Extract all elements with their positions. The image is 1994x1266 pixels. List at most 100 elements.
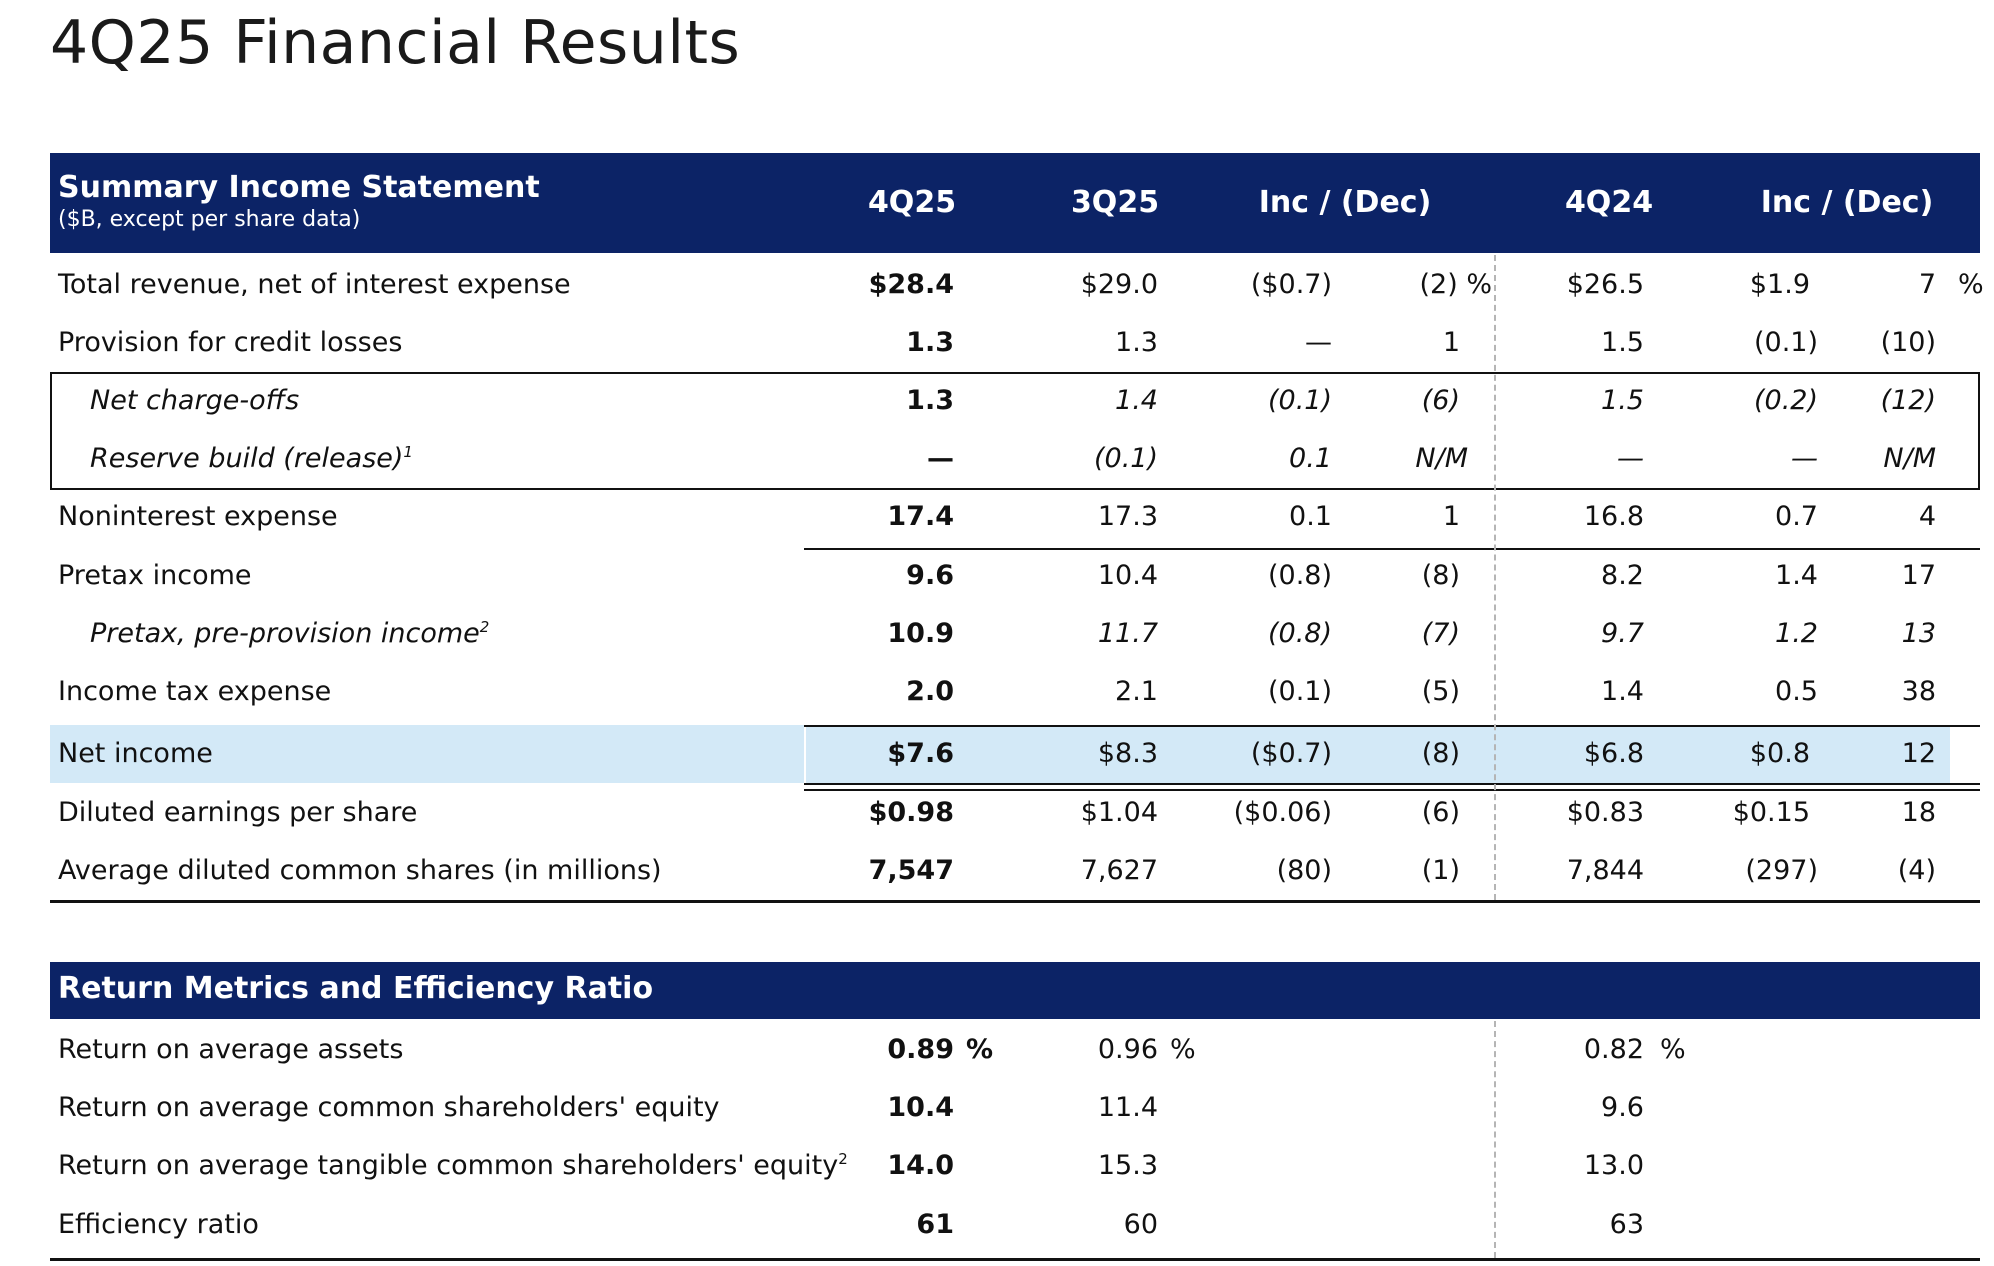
cell-inc-dec-3q25: ($0.7) (1250, 738, 1332, 769)
income-statement-header: Summary Income Statement ($B, except per… (50, 153, 1980, 253)
rule-line (804, 548, 1980, 550)
table-row: Pretax, pre-provision income2 10.9 11.7 … (50, 605, 1980, 663)
column-header-4q24: 4Q24 (1564, 185, 1654, 220)
cell-inc-dec-4q24: (297) (1745, 855, 1818, 886)
cell-inc-dec-3q25: 0.1 (1289, 501, 1332, 532)
cell-inc-dec-3q25: — (1305, 327, 1332, 358)
row-label: Average diluted common shares (in millio… (58, 855, 662, 886)
cell-4q24: 1.5 (1601, 327, 1644, 358)
cell-3q25: 7,627 (1080, 855, 1158, 886)
cell-4q25: 1.3 (906, 327, 954, 358)
column-header-4q25: 4Q25 (867, 185, 957, 220)
cell-pct-4q24: 17 (1901, 560, 1936, 591)
row-label: Return on average tangible common shareh… (58, 1150, 848, 1181)
cell-pct-4q24: (4) (1897, 855, 1936, 886)
table-row: Income tax expense 2.0 2.1 (0.1) (5) 1.4… (50, 663, 1980, 721)
cell-pct-4q24: (10) (1880, 327, 1936, 358)
cell-inc-dec-4q24: (0.1) (1753, 327, 1818, 358)
cell-3q25: 11.4 (1097, 1092, 1158, 1123)
return-metrics-title: Return Metrics and Efficiency Ratio (58, 971, 654, 1006)
rule-line (804, 783, 1980, 785)
cell-inc-dec-3q25: (0.8) (1267, 560, 1332, 591)
cell-4q25: 10.4 (887, 1092, 954, 1123)
cell-3q25: 0.96 (1097, 1034, 1158, 1065)
row-label: Pretax income (58, 560, 252, 591)
cell-inc-dec-4q24: $0.8 (1749, 738, 1810, 769)
table-row: Average diluted common shares (in millio… (50, 842, 1980, 900)
page-title: 4Q25 Financial Results (50, 8, 741, 78)
cell-3q25: 1.4 (1115, 385, 1158, 416)
cell-pct-3q25: (2) % (1419, 269, 1492, 300)
rule-line (804, 725, 1980, 727)
cell-3q25: (0.1) (1093, 443, 1158, 474)
income-statement-subtitle: ($B, except per share data) (58, 207, 361, 232)
table-row: Provision for credit losses 1.3 1.3 — 1 … (50, 314, 1980, 372)
cell-pct-3q25: (8) (1421, 738, 1460, 769)
cell-inc-dec-4q24: 1.2 (1775, 618, 1818, 649)
table-row: Diluted earnings per share $0.98 $1.04 (… (50, 784, 1980, 842)
row-label: Noninterest expense (58, 501, 338, 532)
column-separator (1494, 1021, 1496, 1258)
cell-3q25: 60 (1123, 1209, 1158, 1240)
cell-4q24: 8.2 (1601, 560, 1644, 591)
cell-pct-3q25: (6) (1421, 797, 1460, 828)
cell-4q25: 1.3 (906, 385, 954, 416)
row-label: Reserve build (release)1 (90, 443, 413, 474)
cell-4q25: 0.89 (887, 1034, 954, 1065)
cell-4q25: 10.9 (887, 618, 954, 649)
table-row: Net charge-offs 1.3 1.4 (0.1) (6) 1.5 (0… (50, 372, 1980, 430)
cell-inc-dec-3q25: 0.1 (1289, 443, 1332, 474)
row-label: Net income (58, 738, 213, 769)
cell-4q24: 1.5 (1601, 385, 1644, 416)
cell-4q24: — (1617, 443, 1644, 474)
cell-4q24: $0.83 (1566, 797, 1644, 828)
cell-inc-dec-3q25: (0.1) (1267, 676, 1332, 707)
row-label: Total revenue, net of interest expense (58, 269, 571, 300)
cell-inc-dec-4q24: 0.7 (1775, 501, 1818, 532)
cell-3q25: 2.1 (1115, 676, 1158, 707)
cell-3q25: 17.3 (1097, 501, 1158, 532)
cell-inc-dec-4q24: — (1791, 443, 1818, 474)
cell-inc-dec-3q25: (80) (1276, 855, 1332, 886)
cell-4q25: 2.0 (906, 676, 954, 707)
cell-pct-3q25: 1 (1442, 327, 1460, 358)
cell-inc-dec-3q25: ($0.06) (1233, 797, 1332, 828)
cell-inc-dec-3q25: (0.1) (1267, 385, 1332, 416)
rule-line (804, 789, 1980, 791)
cell-4q25: 61 (916, 1209, 954, 1240)
cell-3q25: 11.7 (1097, 618, 1158, 649)
cell-pct-3q25: N/M (1415, 443, 1468, 474)
cell-4q24: 13.0 (1583, 1150, 1644, 1181)
cell-3q25: $29.0 (1080, 269, 1158, 300)
row-label: Income tax expense (58, 676, 332, 707)
cell-4q24: 9.6 (1601, 1092, 1644, 1123)
column-header-inc-dec-vs-3q25: Inc / (Dec) (1258, 185, 1432, 220)
percent-sign: % (1660, 1034, 1686, 1065)
cell-pct-3q25: (5) (1421, 676, 1460, 707)
column-header-inc-dec-vs-4q24: Inc / (Dec) (1760, 185, 1934, 220)
income-statement-title: Summary Income Statement (58, 170, 540, 205)
cell-4q24: $6.8 (1583, 738, 1644, 769)
cell-4q24: 9.7 (1601, 618, 1644, 649)
provision-detail-box (50, 372, 1980, 490)
cell-inc-dec-3q25: ($0.7) (1250, 269, 1332, 300)
table-row: Reserve build (release)1 — (0.1) 0.1 N/M… (50, 430, 1980, 488)
cell-4q24: 7,844 (1566, 855, 1644, 886)
cell-pct-3q25: (8) (1421, 560, 1460, 591)
cell-4q25: 17.4 (887, 501, 954, 532)
table-row: Pretax income 9.6 10.4 (0.8) (8) 8.2 1.4… (50, 547, 1980, 605)
cell-4q24: 16.8 (1583, 501, 1644, 532)
cell-4q24: 0.82 (1583, 1034, 1644, 1065)
table-row: Return on average common shareholders' e… (50, 1079, 1980, 1137)
cell-pct-4q24: 4 (1918, 501, 1936, 532)
row-label: Provision for credit losses (58, 327, 403, 358)
cell-3q25: 15.3 (1097, 1150, 1158, 1181)
cell-inc-dec-4q24: (0.2) (1753, 385, 1818, 416)
cell-4q24: 63 (1609, 1209, 1644, 1240)
cell-inc-dec-4q24: $1.9 (1749, 269, 1810, 300)
cell-4q25: $7.6 (887, 738, 954, 769)
column-header-3q25: 3Q25 (1070, 185, 1160, 220)
cell-inc-dec-4q24: 0.5 (1775, 676, 1818, 707)
cell-pct-3q25: (1) (1421, 855, 1460, 886)
cell-4q24: $26.5 (1566, 269, 1644, 300)
